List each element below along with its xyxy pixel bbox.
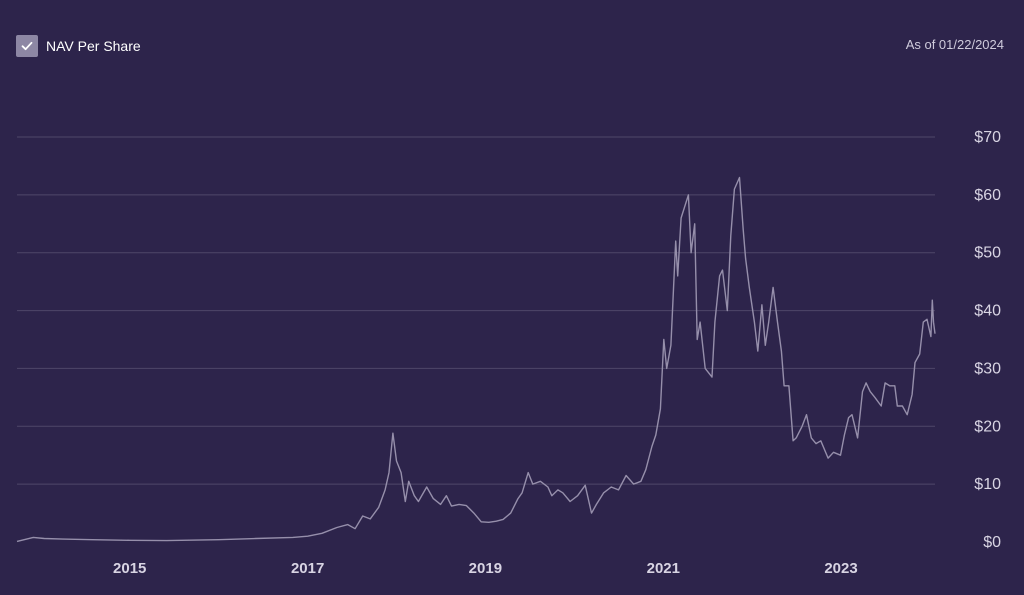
y-tick-label: $60 xyxy=(974,187,1001,204)
x-axis-ticks: 2015 2017 2019 2021 2023 xyxy=(113,560,858,577)
as-of-date: As of 01/22/2024 xyxy=(905,37,1004,52)
series-line-nav-per-share[interactable] xyxy=(16,176,936,543)
y-tick-label: $20 xyxy=(974,418,1001,435)
x-tick-label: 2021 xyxy=(647,560,680,577)
y-tick-label: $40 xyxy=(974,303,1001,320)
check-icon xyxy=(21,41,33,51)
x-tick-label: 2015 xyxy=(113,560,146,577)
x-tick-label: 2017 xyxy=(291,560,324,577)
y-tick-label: $70 xyxy=(974,129,1001,146)
y-tick-label: $50 xyxy=(974,245,1001,262)
legend-checkbox[interactable] xyxy=(16,35,38,57)
grid-lines xyxy=(17,136,935,485)
y-tick-label: $10 xyxy=(974,476,1001,493)
legend-label: NAV Per Share xyxy=(46,38,141,54)
y-tick-label: $30 xyxy=(974,360,1001,377)
y-axis-ticks: $0 $10 $20 $30 $40 $50 $60 $70 xyxy=(974,129,1001,551)
legend-toggle[interactable]: NAV Per Share xyxy=(16,35,141,57)
x-tick-label: 2023 xyxy=(824,560,857,577)
x-tick-label: 2019 xyxy=(469,560,502,577)
series-layer xyxy=(16,176,936,543)
y-tick-label: $0 xyxy=(983,534,1001,551)
